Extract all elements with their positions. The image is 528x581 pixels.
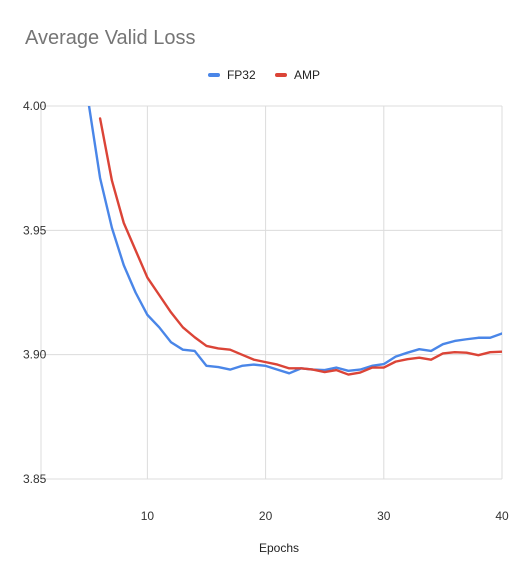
grid	[40, 105, 503, 480]
legend-item-fp32[interactable]: FP32	[207, 68, 256, 82]
legend-label-amp: AMP	[294, 68, 321, 82]
y-tick-label: 4.00	[23, 99, 47, 113]
legend-item-amp[interactable]: AMP	[275, 68, 320, 82]
series-line-fp32	[87, 106, 502, 375]
legend-swatch-amp	[275, 73, 287, 77]
series-lines	[87, 106, 502, 376]
chart-title: Average Valid Loss	[25, 27, 196, 49]
y-tick-label: 3.85	[23, 472, 47, 486]
legend: FP32 AMP	[0, 66, 528, 82]
y-tick-label: 3.90	[23, 348, 47, 362]
legend-swatch-fp32	[207, 73, 220, 77]
series-line-amp	[98, 117, 502, 376]
tick-labels: 3.85 3.90 3.95 4.00 10 20 30 40	[23, 99, 509, 523]
x-tick-label: 30	[377, 509, 391, 523]
y-tick-label: 3.95	[23, 223, 47, 237]
legend-label-fp32: FP32	[226, 68, 256, 82]
x-axis-title: Epochs	[259, 541, 299, 555]
x-tick-label: 10	[141, 509, 155, 523]
x-tick-label: 40	[495, 509, 509, 523]
x-tick-label: 20	[259, 509, 273, 523]
